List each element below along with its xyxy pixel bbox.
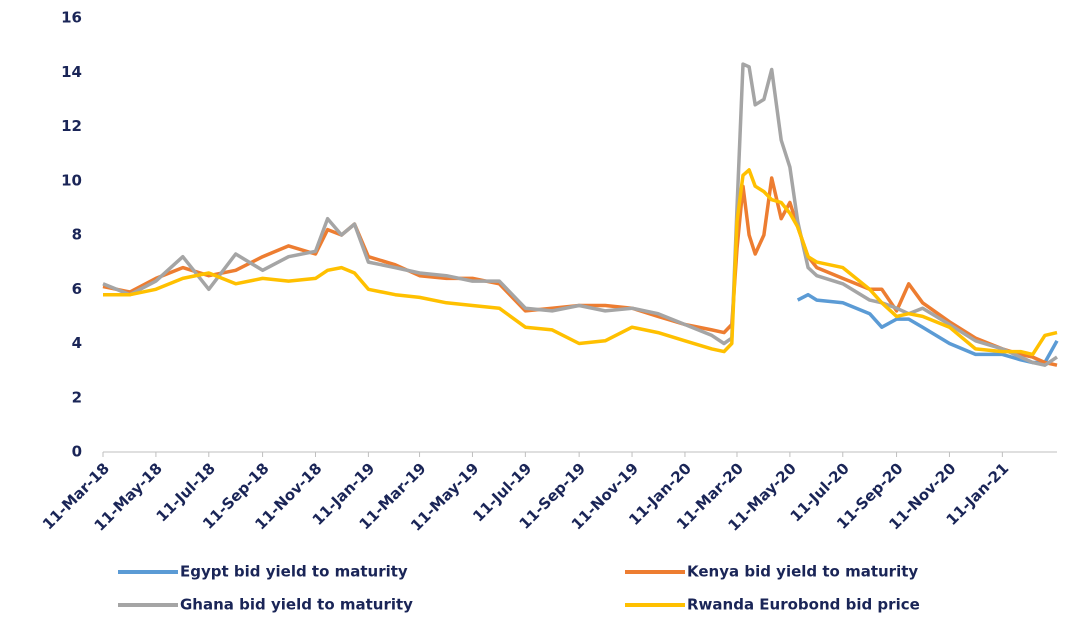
series-line xyxy=(102,176,1058,367)
y-tick-label: 16 xyxy=(61,9,82,27)
y-tick-label: 2 xyxy=(72,388,82,406)
legend-label: Rwanda Eurobond bid price xyxy=(687,596,920,614)
y-tick-label: 10 xyxy=(61,171,82,189)
legend-label: Kenya bid yield to maturity xyxy=(687,563,918,581)
legend-label: Ghana bid yield to maturity xyxy=(180,596,413,614)
series-line xyxy=(103,168,1058,357)
y-tick-label: 6 xyxy=(72,280,82,298)
legend-label: Egypt bid yield to maturity xyxy=(180,563,408,581)
y-tick-label: 12 xyxy=(61,117,82,135)
y-tick-label: 4 xyxy=(72,334,82,352)
y-tick-label: 0 xyxy=(72,443,82,461)
series-line xyxy=(102,62,1058,367)
y-tick-label: 8 xyxy=(72,226,82,244)
y-tick-label: 14 xyxy=(61,63,82,81)
